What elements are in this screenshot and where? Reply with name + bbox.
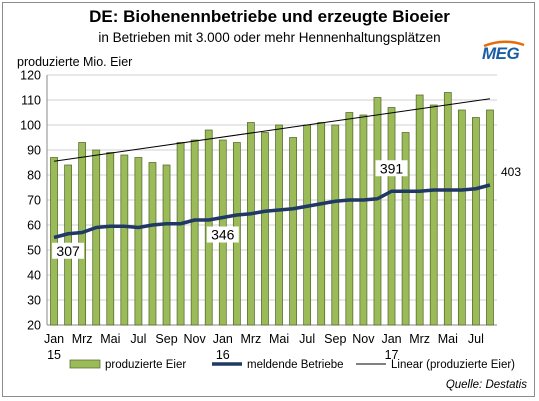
- y-tick-label: 90: [27, 144, 41, 158]
- bar-produzierte-eier: [415, 94, 424, 326]
- trendline: [53, 98, 491, 162]
- bar-produzierte-eier: [373, 97, 382, 326]
- annotation-background: [206, 226, 239, 243]
- bar-produzierte-eier: [472, 117, 480, 326]
- bar-produzierte-eier: [176, 142, 185, 326]
- annotation-label: 391: [380, 160, 404, 176]
- x-tick-label: Mai: [438, 332, 458, 346]
- x-tick-label: Nov: [352, 332, 375, 346]
- bar-produzierte-eier: [359, 114, 368, 326]
- bar-produzierte-eier: [317, 122, 326, 326]
- bar-produzierte-eier: [92, 149, 101, 326]
- x-tick-label: Mai: [269, 332, 289, 346]
- bar-produzierte-eier: [443, 92, 452, 326]
- logo-text: MEG: [482, 44, 520, 63]
- x-tick-year-label: 17: [385, 348, 399, 362]
- x-tick-label: Mrz: [72, 332, 93, 346]
- logo-swoosh-icon: [483, 40, 525, 48]
- bar-produzierte-eier: [261, 132, 269, 326]
- bar-produzierte-eier: [331, 124, 340, 326]
- x-tick-label: Sep: [324, 332, 346, 346]
- bar-produzierte-eier: [247, 122, 255, 326]
- meg-logo: MEG: [482, 40, 526, 64]
- y-tick-label: 30: [27, 294, 41, 308]
- x-tick-label: Mrz: [240, 332, 261, 346]
- source-note: Quelle: Destatis: [445, 379, 527, 391]
- x-tick-year-label: 15: [47, 348, 61, 362]
- bar-produzierte-eier: [190, 139, 199, 326]
- bar-produzierte-eier: [275, 124, 283, 326]
- x-tick-label: Mrz: [409, 332, 430, 346]
- y-tick-label: 120: [20, 69, 41, 83]
- bar-produzierte-eier: [289, 137, 297, 326]
- bar-produzierte-eier: [106, 152, 115, 326]
- bar-produzierte-eier: [429, 104, 438, 326]
- bar-produzierte-eier: [345, 112, 354, 326]
- bar-produzierte-eier: [162, 164, 171, 326]
- annotation-label: 403: [501, 165, 521, 179]
- bar-produzierte-eier: [387, 107, 396, 326]
- annotation-label: 346: [211, 227, 235, 243]
- line-meldende-betriebe: [53, 183, 491, 240]
- bar-produzierte-eier: [120, 154, 129, 326]
- legend-swatch-produzierte-eier: [69, 359, 101, 369]
- legend-label-trendline: Linear (produzierte Eier): [391, 359, 515, 371]
- chart-title: DE: Biohenennbetriebe und erzeugte Bioei…: [89, 7, 450, 26]
- x-tick-label: Jan: [213, 332, 233, 346]
- bar-produzierte-eier: [134, 157, 143, 326]
- y-axis-label: produzierte Mio. Eier: [17, 55, 132, 69]
- y-tick-label: 20: [27, 319, 41, 333]
- x-tick-label: Jul: [299, 332, 315, 346]
- annotation-label: 307: [56, 243, 80, 259]
- x-tick-label: Sep: [155, 332, 177, 346]
- y-tick-label: 110: [21, 94, 41, 108]
- bar-produzierte-eier: [303, 124, 312, 326]
- legend-label-produzierte-eier: produzierte Eier: [105, 359, 186, 371]
- y-tick-label: 70: [27, 194, 41, 208]
- y-tick-label: 40: [27, 269, 41, 283]
- y-tick-label: 100: [20, 119, 41, 133]
- x-tick-label: Mai: [100, 332, 120, 346]
- x-tick-label: Jan: [381, 332, 401, 346]
- bar-produzierte-eier: [401, 132, 410, 326]
- y-tick-label: 60: [27, 219, 41, 233]
- annotation-background: [375, 160, 408, 177]
- x-tick-label: Jan: [44, 332, 64, 346]
- chart-subtitle: in Betrieben mit 3.000 oder mehr Hennenh…: [98, 30, 441, 45]
- bar-produzierte-eier: [486, 109, 494, 326]
- legend-label-meldende-betriebe: meldende Betriebe: [247, 359, 344, 371]
- y-tick-label: 80: [27, 169, 41, 183]
- annotation-background: [52, 242, 85, 259]
- x-tick-year-label: 16: [216, 348, 230, 362]
- x-tick-label: Nov: [184, 332, 207, 346]
- y-tick-label: 50: [27, 244, 41, 258]
- bar-produzierte-eier: [457, 109, 466, 326]
- x-tick-label: Jul: [130, 332, 146, 346]
- bar-produzierte-eier: [148, 162, 157, 326]
- x-tick-label: Jul: [468, 332, 484, 346]
- bar-produzierte-eier: [50, 157, 58, 326]
